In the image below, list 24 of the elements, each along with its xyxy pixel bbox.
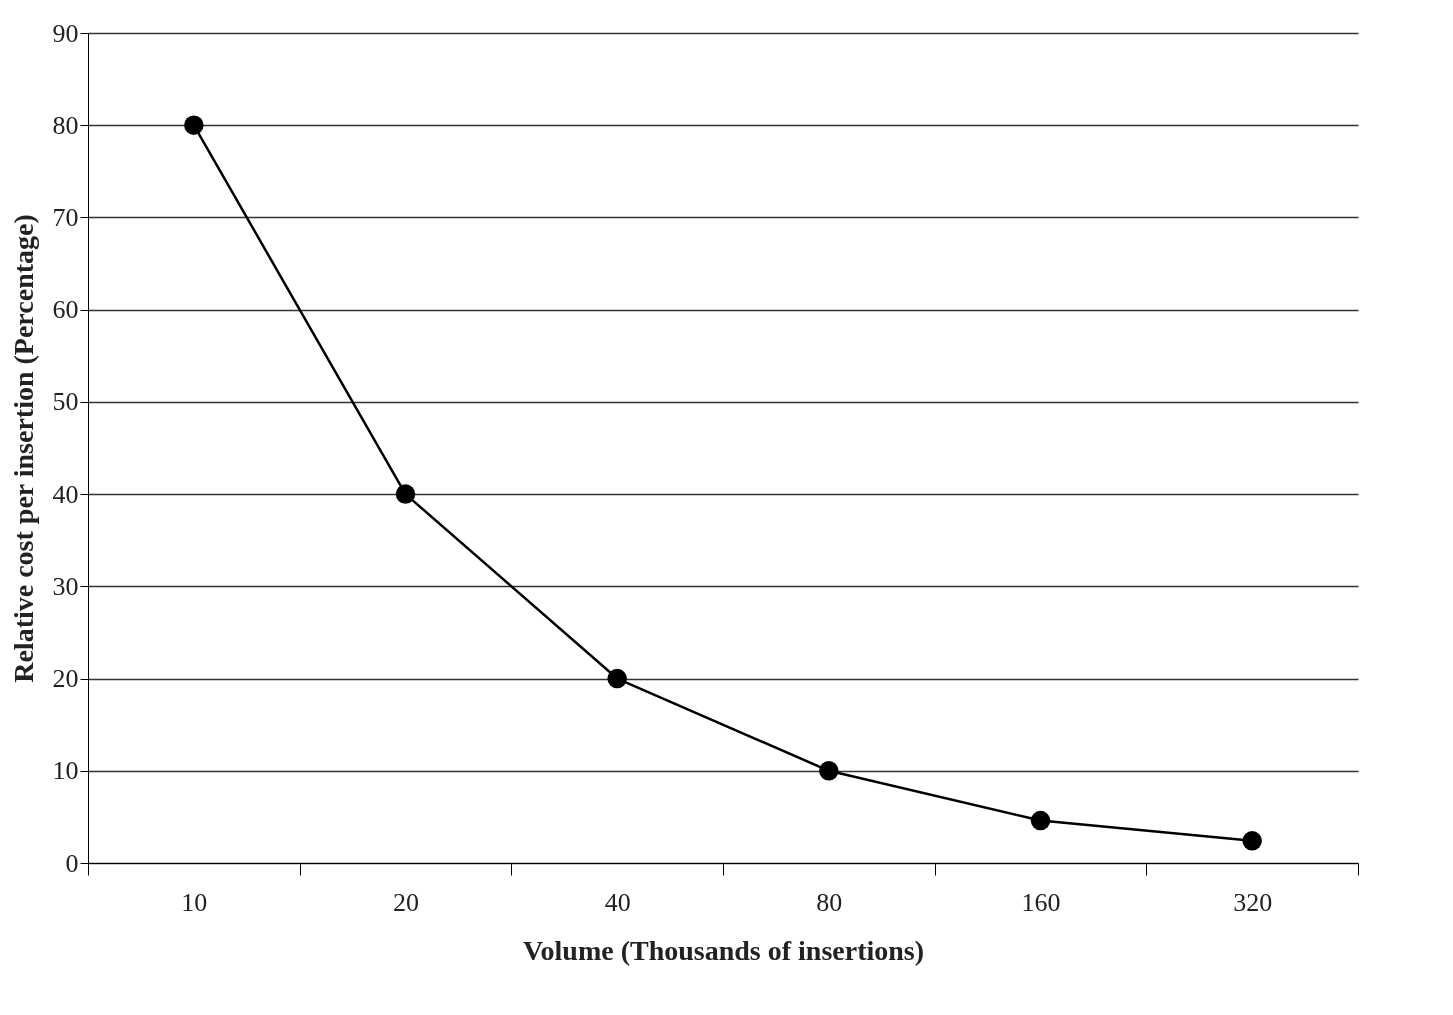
y-tick-label: 0	[65, 848, 79, 878]
y-tick-label: 50	[52, 387, 79, 417]
x-tick-label: 320	[1233, 887, 1273, 917]
point	[184, 115, 204, 135]
y-tick-label: 10	[52, 756, 79, 786]
x-tick-label: 40	[604, 887, 631, 917]
point	[1242, 831, 1262, 851]
x-tick-label: 160	[1021, 887, 1061, 917]
point	[1030, 810, 1051, 831]
point	[395, 484, 416, 504]
y-tick-label: 70	[52, 202, 79, 232]
y-tick-label: 90	[52, 18, 79, 48]
y-tick-label: 60	[52, 295, 79, 325]
y-axis-title: Relative cost per insertion (Percentage)	[7, 214, 39, 683]
point	[819, 761, 839, 781]
x-tick-label: 20	[393, 887, 419, 917]
y-tick-label: 80	[52, 110, 79, 140]
y-tick-label: 40	[52, 479, 79, 509]
point	[607, 668, 627, 689]
y-tick-label: 30	[52, 571, 79, 601]
x-axis-title: Volume (Thousands of insertions)	[522, 934, 925, 966]
x-tick-label: 10	[181, 887, 208, 917]
x-tick-label: 80	[816, 887, 843, 917]
y-tick-label: 20	[52, 664, 79, 694]
